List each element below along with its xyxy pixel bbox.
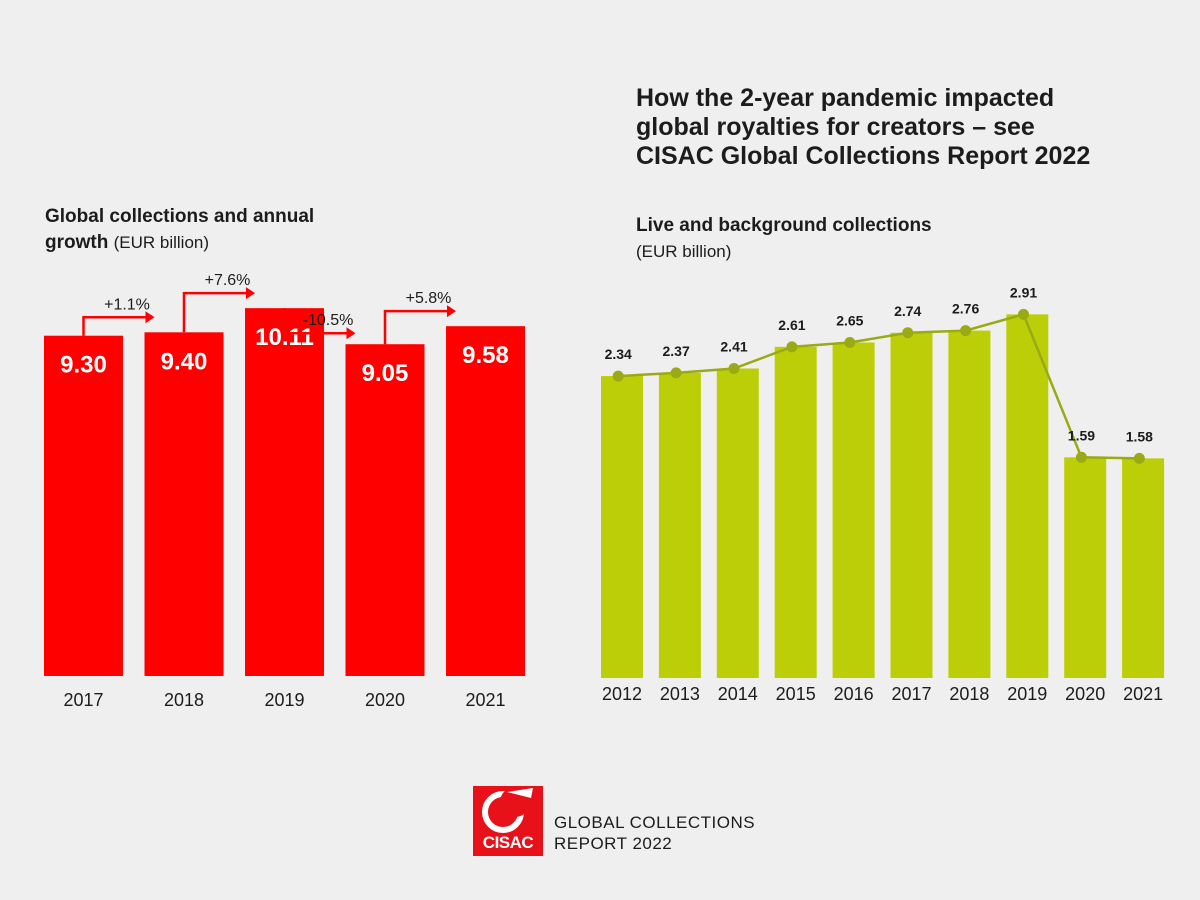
point-2016: [844, 337, 856, 349]
bar-2019: [245, 308, 324, 676]
right-chart-title-text: Live and background collections: [636, 215, 932, 236]
x-label-2021: 2021: [1123, 684, 1163, 704]
point-value-2015: 2.61: [778, 317, 805, 333]
left-chart-title-line-1: Global collections and annual: [45, 206, 315, 227]
bar-value-2021: 9.58: [462, 342, 509, 369]
cisac-logo-mark: [482, 787, 533, 833]
point-2021: [1133, 452, 1145, 464]
right-chart-unit: (EUR billion): [636, 242, 732, 261]
growth-arrow-2018: [82, 311, 155, 336]
growth-arrow-line-2018: [82, 316, 147, 336]
bar-2017: [890, 332, 933, 678]
right-chart-title: Live and background collections (EUR bil…: [636, 213, 1056, 265]
point-2017: [902, 327, 914, 339]
bar-2018: [144, 332, 224, 676]
growth-arrow-head-2021: [447, 305, 456, 318]
x-label-2020: 2020: [365, 690, 405, 710]
point-value-2016: 2.65: [836, 313, 863, 329]
point-value-2013: 2.37: [662, 343, 689, 359]
bar-2020: [345, 344, 425, 676]
point-2019: [1018, 308, 1030, 320]
point-2015: [786, 341, 798, 353]
x-label-2015: 2015: [776, 684, 816, 704]
x-label-2018: 2018: [164, 690, 204, 710]
cisac-logo: CISAC: [473, 786, 543, 856]
bar-2016: [832, 342, 875, 678]
point-2012: [612, 370, 624, 382]
headline-line-3: CISAC Global Collections Report 2022: [636, 142, 1091, 170]
left-chart-unit: (EUR billion): [113, 233, 210, 252]
live-background-chart: 2012 2013 2014 2015 2016 2017 2018 2019 2020 2021…: [601, 284, 1165, 704]
headline: How the 2-year pandemic impacted global …: [636, 84, 1176, 171]
growth-arrow-line-2021: [383, 309, 448, 345]
growth-label-2019: +7.6%: [205, 272, 251, 289]
point-value-2018: 2.76: [952, 301, 979, 317]
cisac-logo-text: CISAC: [482, 833, 534, 852]
growth-arrow-head-2018: [145, 311, 155, 324]
trend-line: [618, 312, 1140, 460]
point-value-2017: 2.74: [894, 303, 921, 319]
point-2013: [670, 367, 682, 379]
headline-line-2: global royalties for creators – see: [636, 113, 1035, 141]
bar-2020: [1064, 457, 1107, 678]
growth-arrow-2020: [283, 308, 356, 340]
growth-arrow-head-2020: [346, 327, 356, 340]
growth-label-2021: +5.8%: [406, 290, 452, 307]
x-label-2017: 2017: [891, 684, 931, 704]
point-value-2019: 2.91: [1010, 284, 1037, 300]
growth-label-2020: -10.5%: [303, 312, 354, 329]
bar-2017: [44, 335, 123, 676]
growth-label-2018: +1.1%: [104, 296, 150, 313]
global-collections-chart: 9.3020179.40201810.1120199.0520209.58202…: [44, 272, 525, 710]
point-2014: [728, 362, 740, 374]
bar-2021: [1122, 458, 1165, 678]
x-label-2019: 2019: [1007, 684, 1047, 704]
bar-2021: [446, 326, 525, 676]
growth-arrow-2021: [383, 305, 456, 345]
footer-line-2: REPORT 2022: [554, 834, 673, 853]
bar-2015: [774, 346, 817, 678]
x-label-2013: 2013: [660, 684, 700, 704]
x-label-2014: 2014: [718, 684, 758, 704]
bar-2014: [716, 368, 759, 678]
bar-value-2017: 9.30: [60, 352, 107, 379]
growth-arrow-head-2019: [246, 287, 255, 300]
point-value-2012: 2.34: [605, 346, 632, 362]
bar-value-2018: 9.40: [161, 348, 208, 375]
footer-text: GLOBAL COLLECTIONS REPORT 2022: [554, 812, 814, 854]
x-label-2018: 2018: [949, 684, 989, 704]
x-label-2020: 2020: [1065, 684, 1105, 704]
bar-2013: [658, 372, 701, 678]
x-label-2019: 2019: [264, 690, 304, 710]
x-label-2016: 2016: [834, 684, 874, 704]
left-chart-title: Global collections and annual growth (EU…: [45, 204, 425, 256]
point-2018: [960, 325, 972, 337]
bar-2019: [1006, 314, 1049, 678]
point-2020: [1075, 451, 1087, 463]
bar-2012: [601, 376, 643, 678]
growth-arrow-line-2020: [283, 308, 348, 335]
bar-2018: [948, 330, 991, 678]
x-label-2017: 2017: [63, 690, 103, 710]
headline-line-1: How the 2-year pandemic impacted: [636, 84, 1055, 112]
bar-value-2020: 9.05: [362, 360, 409, 387]
growth-arrow-2019: [182, 287, 255, 333]
left-chart-title-line-2: growth: [45, 232, 109, 253]
x-label-2012: 2012: [602, 684, 642, 704]
point-value-2020: 1.59: [1068, 427, 1095, 443]
footer-line-1: GLOBAL COLLECTIONS: [554, 813, 756, 832]
x-label-2021: 2021: [465, 690, 505, 710]
growth-arrow-line-2019: [182, 291, 247, 333]
point-value-2021: 1.58: [1126, 428, 1153, 444]
point-value-2014: 2.41: [720, 338, 747, 354]
